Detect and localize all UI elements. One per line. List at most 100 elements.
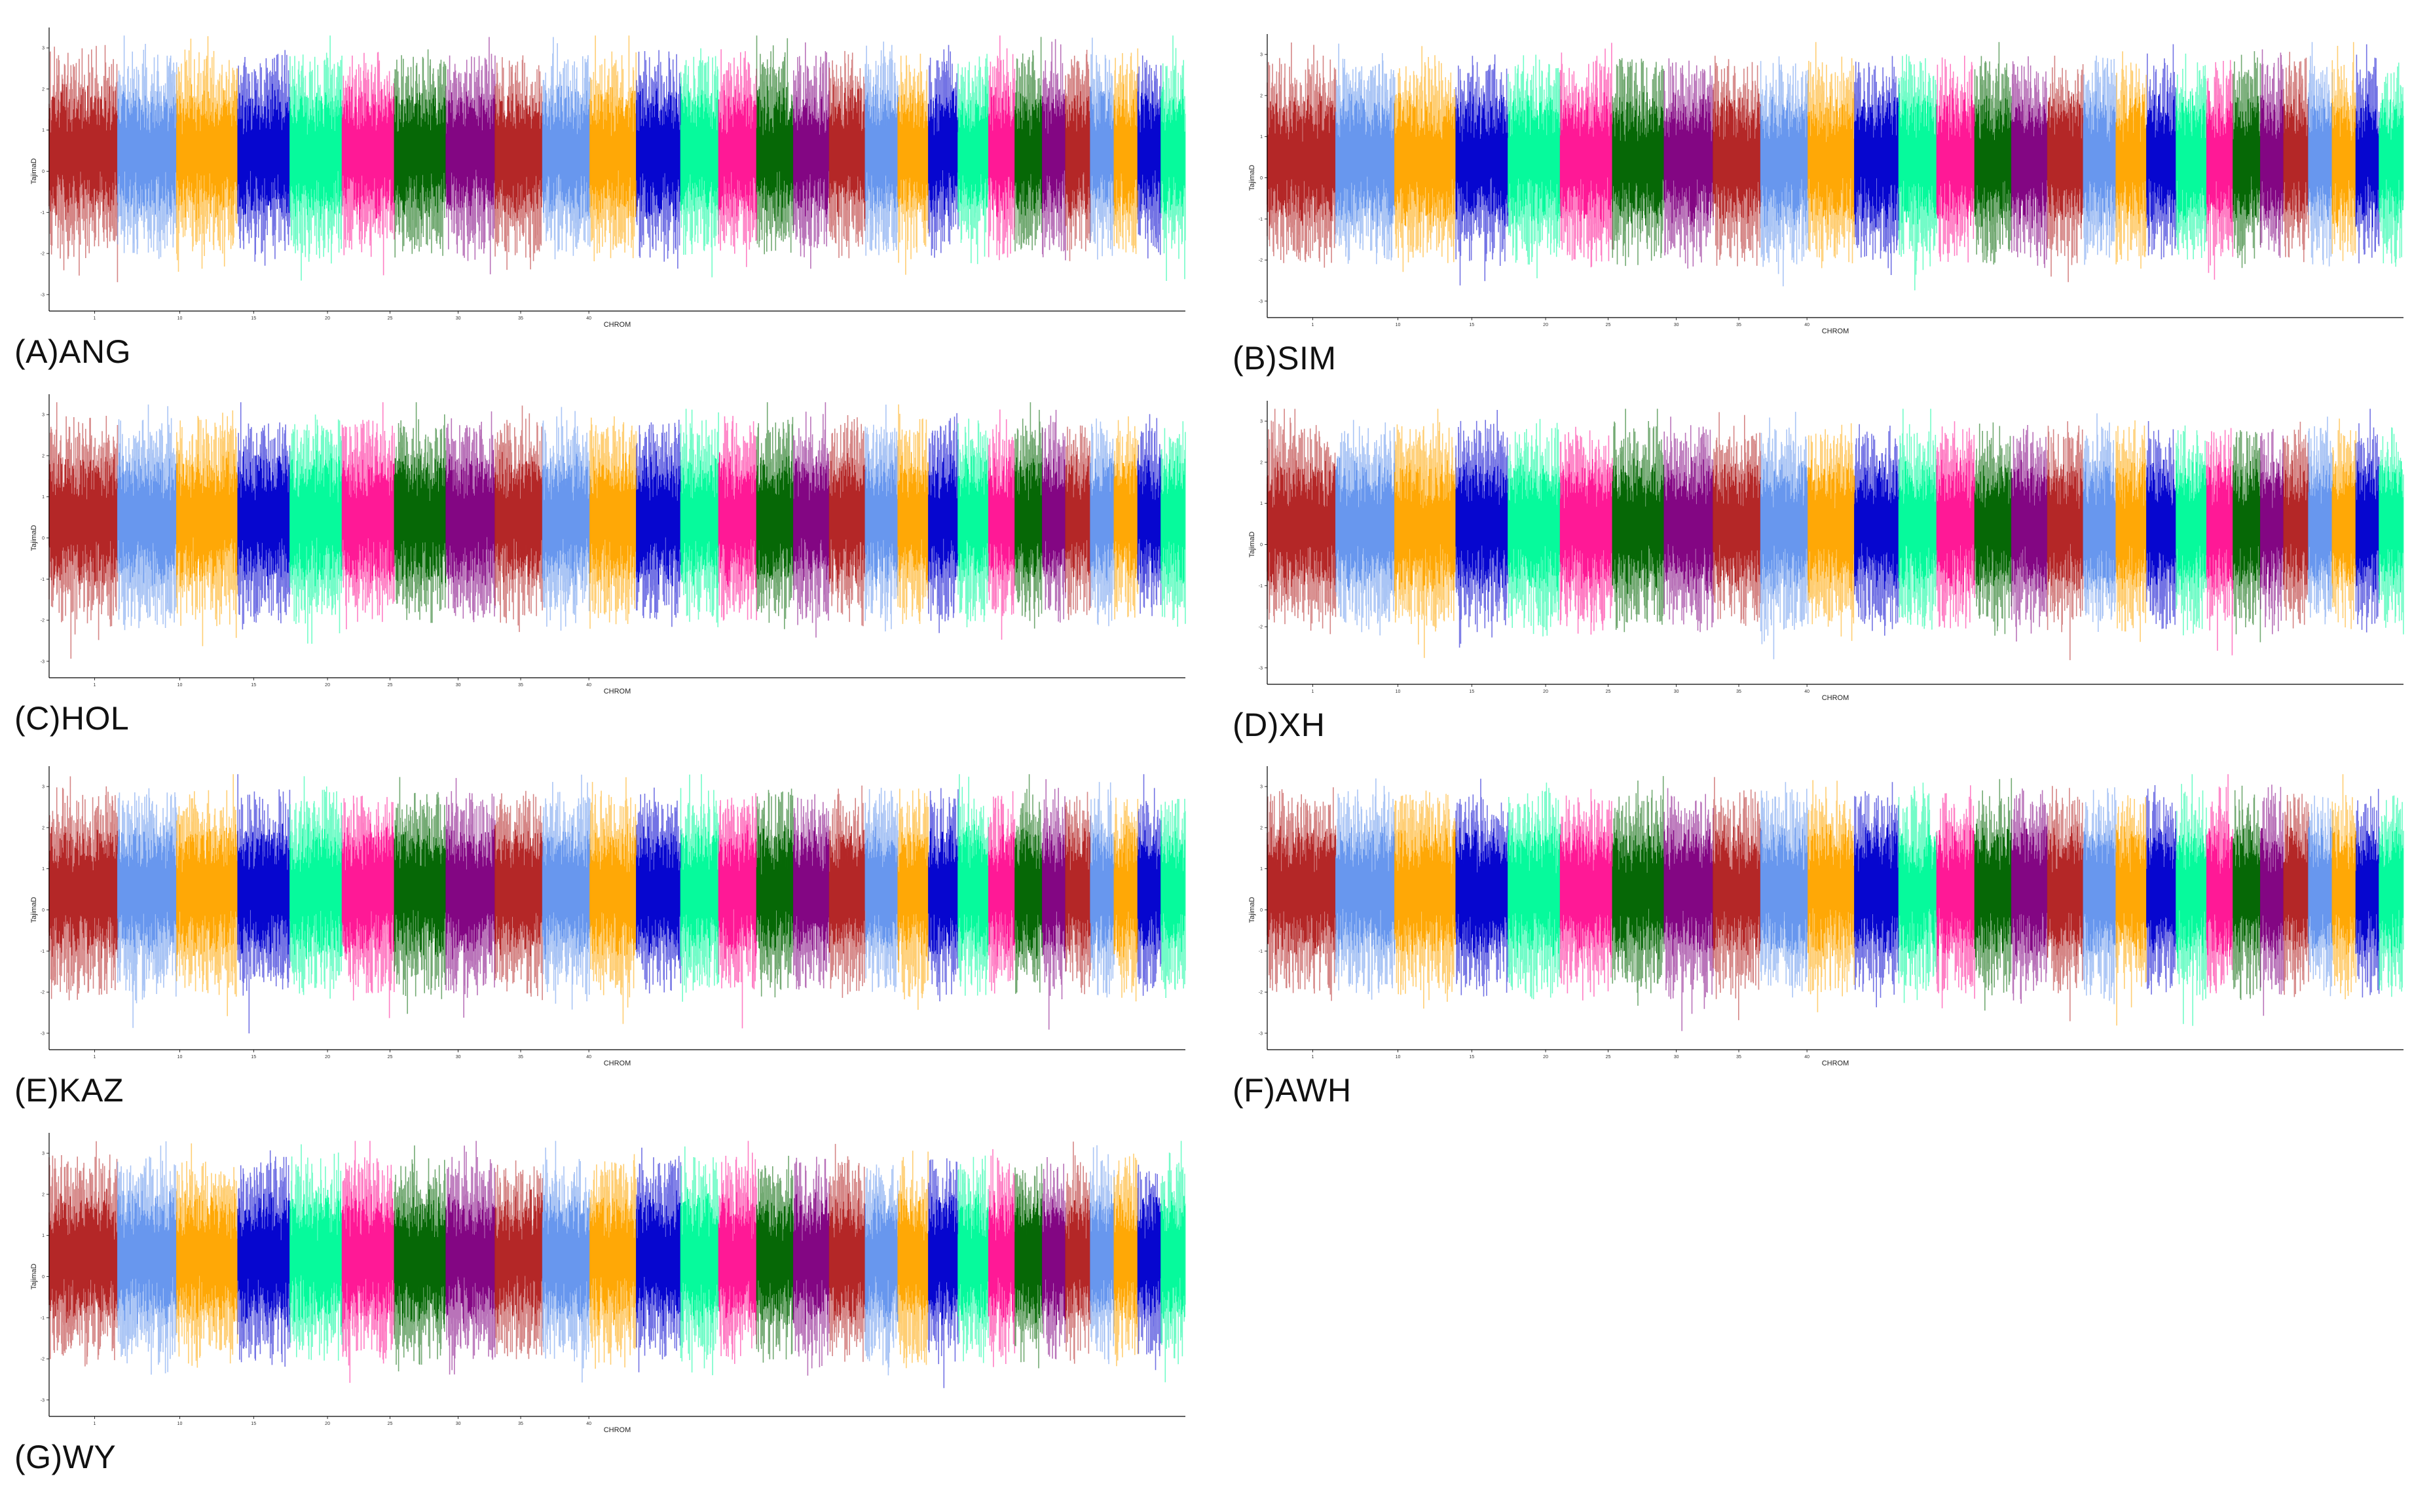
chromosome-band-16	[793, 42, 830, 269]
tajimad-series-core	[1898, 824, 1937, 959]
chromosome-band-13	[680, 409, 719, 627]
y-tick-label: 2	[1260, 94, 1263, 98]
chromosome-band-4	[1455, 410, 1509, 648]
x-tick-label: 25	[1606, 1055, 1611, 1060]
panel-kaz: -3 -2 -1 0 1 2 3 1 10 15 20 25 30 35 40 CHROM TajimaD (E…	[0, 758, 1205, 1125]
tajimad-series-core	[1137, 454, 1161, 583]
tajimad-series-core	[1508, 95, 1561, 224]
tajimad-series-core	[1137, 91, 1161, 213]
tajimad-series-core	[1014, 828, 1043, 959]
tajimad-series-core	[542, 454, 591, 587]
x-tick-label: 15	[251, 1422, 256, 1426]
y-tick-label: 2	[1260, 460, 1263, 465]
x-tick-label: 20	[325, 316, 330, 321]
chromosome-band-7	[1612, 58, 1665, 267]
chromosome-band-16	[2011, 56, 2048, 268]
x-tick-label: 10	[1396, 323, 1401, 327]
tajimad-series-core	[1090, 458, 1115, 581]
y-tick-label: -1	[41, 950, 45, 954]
tajimad-series-core	[1042, 826, 1066, 959]
tajimad-series-core	[2206, 90, 2233, 223]
tajimad-series-core	[117, 1190, 177, 1324]
chromosome-band-27	[1113, 416, 1139, 619]
tajimad-series-core	[928, 88, 958, 217]
x-tick-label: 30	[456, 683, 461, 688]
chromosome-band-22	[988, 409, 1016, 640]
tajimad-series-core	[589, 452, 637, 588]
chromosome-band-22	[2206, 428, 2234, 655]
panel-xh: -3 -2 -1 0 1 2 3 1 10 15 20 25 30 35 40 CHROM TajimaD (D…	[1218, 393, 2423, 760]
x-tick-label: 35	[518, 683, 523, 688]
tajimad-series-core	[2206, 824, 2233, 957]
x-tick-label: 1	[93, 316, 96, 321]
tajimad-series-core	[718, 1192, 757, 1321]
tajimad-series-core	[1663, 457, 1714, 594]
tajimad-series-core	[2011, 100, 2048, 229]
chromosome-band-24	[2260, 429, 2284, 635]
chromosome-band-22	[988, 791, 1016, 994]
tajimad-series-core	[1936, 90, 1975, 226]
tajimad-series-core	[2331, 463, 2356, 587]
chromosome-band-17	[828, 50, 866, 259]
y-tick-label: 1	[1260, 502, 1263, 506]
x-tick-label: 40	[586, 683, 591, 688]
panel-hol: -3 -2 -1 0 1 2 3 1 10 15 20 25 30 35 40 CHROM TajimaD (C…	[0, 386, 1205, 753]
tajimad-series-core	[2308, 95, 2333, 221]
chromosome-band-6	[1559, 788, 1613, 1001]
tajimad-series-core	[1137, 829, 1161, 955]
x-tick-label: 25	[388, 316, 393, 321]
chromosome-band-13	[680, 774, 719, 1002]
panel-label: (D)XH	[1233, 707, 1326, 743]
chromosome-band-3	[176, 36, 238, 272]
tajimad-series-core	[237, 84, 291, 217]
tajimad-series-core	[1160, 86, 1185, 217]
chromosome-band-27	[2331, 418, 2357, 629]
chromosome-band-13	[1898, 409, 1937, 630]
tajimad-series-core	[1113, 1195, 1138, 1324]
chromosome-band-24	[1042, 409, 1066, 623]
tajimad-series-core	[2146, 828, 2176, 953]
tajimad-series-core	[1113, 825, 1138, 957]
tajimad-series-core	[988, 456, 1015, 580]
chromosome-band-1	[1267, 409, 1337, 635]
tajimad-series-core	[793, 453, 830, 581]
chromosome-band-12	[1854, 782, 1900, 1008]
chromosome-band-21	[2176, 774, 2207, 1026]
tajimad-series-core	[1065, 454, 1091, 581]
tajimad-series-core	[2011, 460, 2048, 592]
y-tick-label: -3	[41, 1031, 45, 1036]
y-axis-title: TajimaD	[1248, 165, 1256, 191]
chromosome-band-16	[2011, 788, 2048, 1004]
tajimad-series-core	[864, 453, 899, 587]
y-tick-label: 3	[1260, 420, 1263, 424]
tajimad-series-core	[394, 825, 446, 957]
tajimad-series-core	[2233, 96, 2261, 219]
chromosome-band-7	[394, 1145, 447, 1372]
x-tick-label: 35	[518, 316, 523, 321]
chromosome-band-3	[176, 410, 238, 646]
x-tick-label: 1	[1311, 1055, 1314, 1060]
tajimad-series-core	[2260, 462, 2284, 595]
chromosome-band-14	[718, 793, 757, 1029]
panel-wy: -3 -2 -1 0 1 2 3 1 10 15 20 25 30 35 40 CHROM TajimaD (G…	[0, 1125, 1205, 1492]
chromosome-band-8	[445, 1141, 496, 1375]
chromosome-band-2	[117, 404, 177, 631]
chromosome-band-17	[828, 785, 866, 998]
chromosome-band-9	[1713, 412, 1761, 626]
tajimad-series-core	[1760, 461, 1809, 595]
tajimad-series-core	[289, 86, 343, 219]
tajimad-plot-sim: -3 -2 -1 0 1 2 3 1 10 15 20 25 30 35 40 CHROM TajimaD	[1248, 34, 2404, 334]
tajimad-series-core	[394, 1189, 446, 1326]
x-tick-label: 30	[1674, 1055, 1679, 1060]
chromosome-band-11	[589, 35, 637, 261]
tajimad-series-core	[1808, 96, 1855, 225]
chromosome-band-28	[1137, 1164, 1162, 1371]
tajimad-series-core	[117, 452, 177, 586]
chromosome-band-21	[957, 1155, 989, 1363]
tajimad-series-core	[1335, 457, 1396, 591]
tajimad-series-core	[828, 453, 866, 589]
tajimad-series-core	[1854, 822, 1899, 953]
chromosome-band-12	[1854, 56, 1900, 275]
tajimad-series-core	[1808, 460, 1855, 593]
chromosome-band-18	[2083, 787, 2117, 1005]
